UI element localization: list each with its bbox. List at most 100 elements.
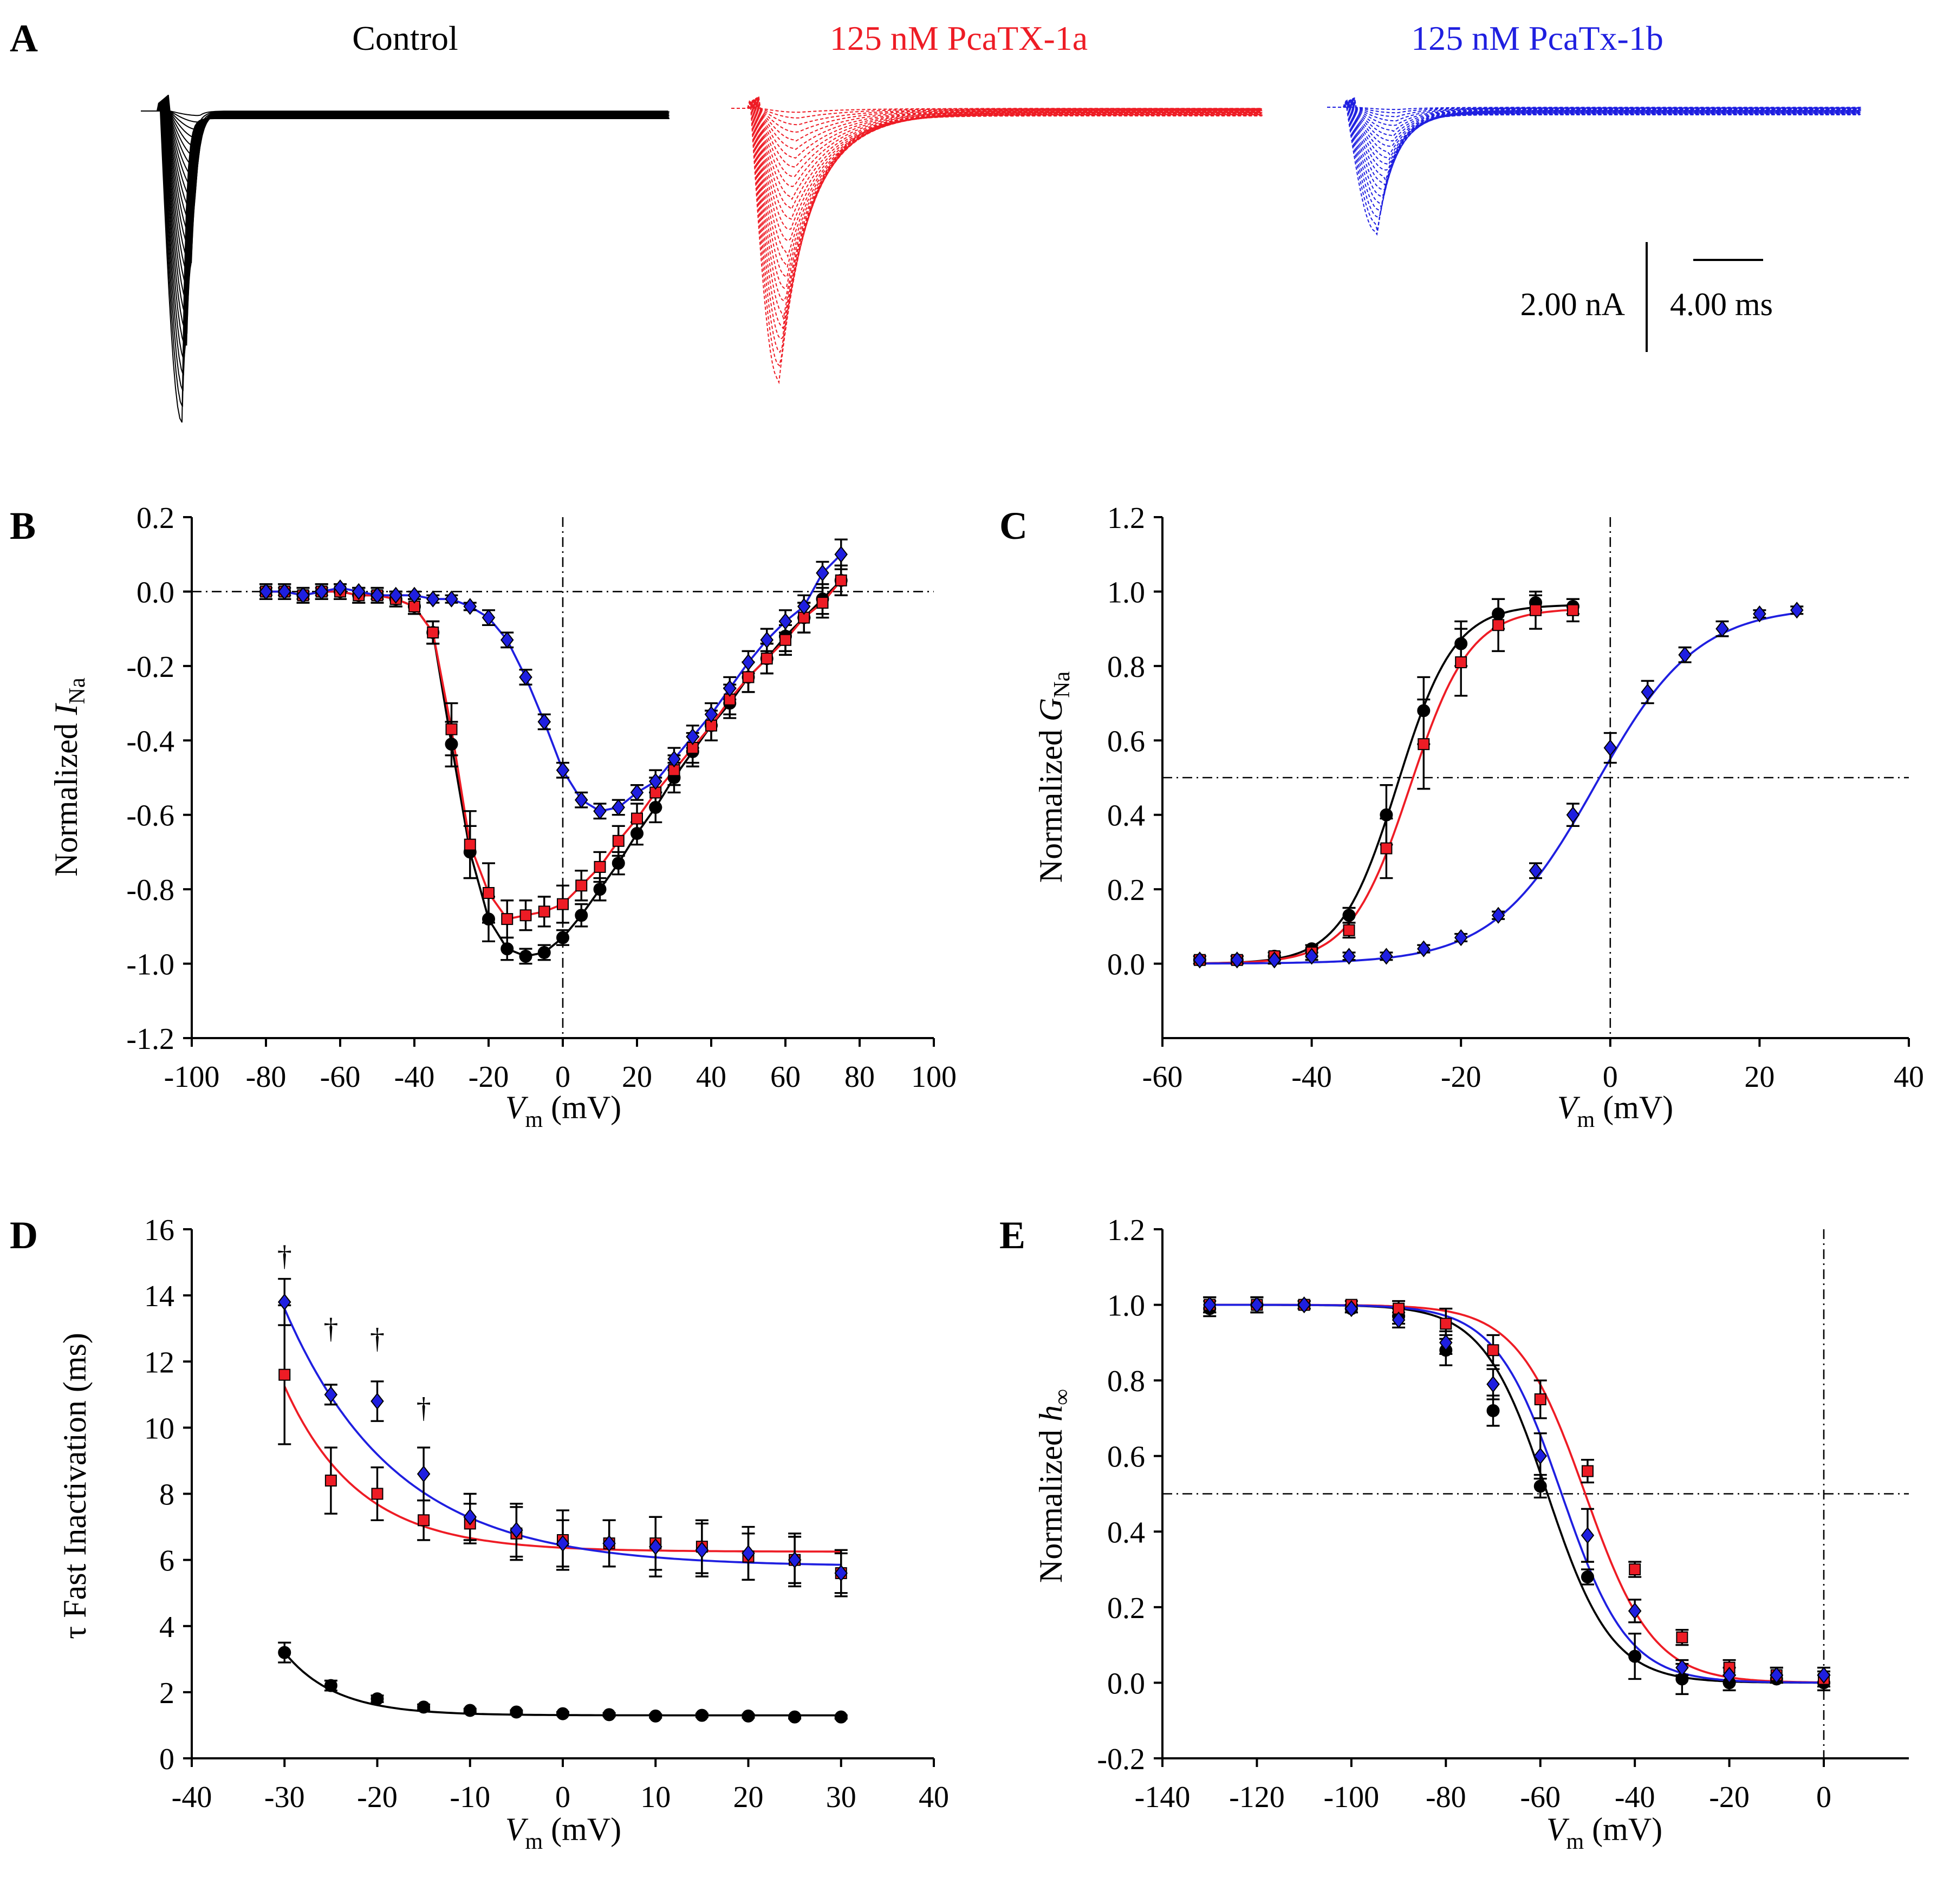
data-point-pcatx-1b-b — [797, 598, 811, 615]
x-axis-label-c: Vm (mV) — [1557, 1090, 1673, 1132]
data-point-control-b — [649, 800, 662, 814]
data-point-pcatx-1b-d — [602, 1535, 616, 1552]
data-point-pcatx-1a-b — [445, 723, 458, 735]
data-point-pcatx-1a-b — [760, 653, 773, 665]
y-tick-label-b: -0.2 — [126, 650, 174, 684]
current-trace — [1327, 99, 1860, 155]
traces-pcatx-1a — [731, 96, 1263, 384]
data-point-pcatx-1b-c — [1491, 907, 1505, 924]
data-point-pcatx-1b-e — [1297, 1296, 1311, 1314]
data-point-pcatx-1b-e — [1581, 1527, 1595, 1544]
data-point-pcatx-1a-b — [742, 671, 755, 683]
current-trace — [1327, 100, 1860, 236]
data-point-pcatx-1b-e — [1486, 1375, 1500, 1393]
current-trace — [141, 98, 668, 251]
y-tick-label-d: 2 — [159, 1677, 174, 1710]
panel-letter-c: C — [999, 504, 1028, 547]
data-point-control-c — [1492, 607, 1505, 621]
current-trace — [1327, 98, 1861, 137]
data-point-pcatx-1b-b — [445, 590, 458, 608]
data-point-pcatx-1b-e — [1202, 1296, 1217, 1314]
current-trace — [731, 101, 1262, 340]
data-point-pcatx-1a-c — [1492, 619, 1505, 631]
fit-line-pcatx-1a-b — [266, 579, 842, 921]
data-point-pcatx-1a-b — [427, 627, 439, 639]
panel-letter-b: B — [10, 504, 36, 547]
x-tick-label-c: 40 — [1894, 1060, 1924, 1094]
panel-e-steady-state-inactivation: E -140 -120 -100 -80 -60 -40 -20 0 1.2 1.0 0.8 0.6 0… — [999, 1214, 1909, 1854]
data-point-control-d — [834, 1710, 848, 1724]
y-tick-label-c: 1.2 — [1107, 501, 1145, 535]
current-trace — [141, 102, 668, 407]
data-point-pcatx-1a-d — [324, 1475, 337, 1487]
current-trace — [141, 99, 670, 291]
data-point-pcatx-1a-e — [1676, 1631, 1688, 1644]
data-point-pcatx-1a-b — [557, 898, 569, 910]
x-tick-label-d: 0 — [555, 1781, 570, 1814]
trace-title-control: Control — [352, 19, 458, 57]
data-point-control-e — [1533, 1479, 1547, 1493]
data-point-pcatx-1b-c — [1268, 951, 1281, 969]
x-tick-label-d: -10 — [450, 1781, 490, 1814]
trace-title-pcatx-1a: 125 nM PcaTX-1a — [830, 19, 1088, 57]
data-point-pcatx-1a-b — [464, 838, 476, 851]
traces-control — [141, 95, 670, 423]
x-axis-label-e: Vm (mV) — [1546, 1811, 1662, 1854]
data-point-pcatx-1b-d — [834, 1564, 848, 1582]
y-tick-label-c: 0.2 — [1107, 873, 1145, 907]
data-point-control-e — [1486, 1404, 1500, 1417]
current-trace — [731, 96, 1261, 119]
x-tick-label-b: 0 — [555, 1060, 570, 1094]
data-point-pcatx-1b-b — [778, 612, 792, 630]
scale-time-label: 4.00 ms — [1670, 286, 1773, 322]
data-point-pcatx-1b-e — [1533, 1447, 1547, 1465]
data-point-pcatx-1a-c — [1566, 604, 1579, 616]
data-point-pcatx-1b-b — [834, 546, 848, 563]
x-tick-label-b: 40 — [696, 1060, 726, 1094]
current-trace — [731, 100, 1261, 302]
fit-line-control-b — [266, 579, 842, 957]
data-point-pcatx-1b-e — [1392, 1311, 1406, 1329]
fit-line-control-d — [283, 1652, 841, 1717]
data-point-pcatx-1a-b — [501, 913, 514, 925]
data-point-pcatx-1a-b — [779, 634, 791, 646]
data-point-pcatx-1a-b — [575, 879, 588, 892]
data-point-control-b — [630, 827, 644, 840]
y-tick-label-d: 16 — [144, 1214, 174, 1247]
current-trace — [141, 95, 670, 148]
y-tick-label-d: 8 — [159, 1478, 174, 1512]
data-point-pcatx-1b-b — [500, 631, 514, 649]
data-point-pcatx-1b-b — [482, 609, 496, 627]
data-point-pcatx-1b-b — [574, 791, 588, 808]
data-point-pcatx-1b-d — [742, 1544, 755, 1562]
current-trace — [1327, 99, 1860, 161]
data-point-pcatx-1b-e — [1722, 1666, 1736, 1684]
data-point-control-d — [602, 1708, 616, 1722]
current-trace — [141, 99, 668, 278]
data-point-pcatx-1b-d — [370, 1392, 384, 1410]
data-point-control-e — [1628, 1649, 1642, 1663]
current-trace — [731, 96, 1261, 113]
x-tick-label-e: -100 — [1324, 1781, 1380, 1814]
x-tick-label-b: 60 — [770, 1060, 801, 1094]
data-point-control-c — [1454, 637, 1468, 650]
data-point-pcatx-1a-b — [483, 887, 495, 899]
data-point-pcatx-1b-d — [277, 1293, 291, 1310]
current-trace — [141, 100, 668, 320]
current-trace — [141, 99, 668, 264]
data-point-pcatx-1a-b — [816, 597, 829, 609]
y-tick-label-c: 0.6 — [1107, 725, 1145, 758]
trace-title-pcatx-1b: 125 nM PcaTx-1b — [1411, 19, 1663, 57]
data-point-pcatx-1a-b — [538, 905, 550, 918]
significance-dagger-d: † — [323, 1312, 338, 1345]
data-point-control-b — [500, 942, 514, 956]
data-point-control-d — [510, 1705, 523, 1719]
x-tick-label-e: 0 — [1816, 1781, 1831, 1814]
current-trace — [141, 101, 668, 346]
x-tick-label-c: 0 — [1603, 1060, 1618, 1094]
y-tick-label-c: 0.0 — [1107, 948, 1145, 982]
current-trace — [1327, 100, 1860, 218]
data-point-pcatx-1b-d — [324, 1386, 338, 1403]
current-trace — [141, 100, 669, 305]
